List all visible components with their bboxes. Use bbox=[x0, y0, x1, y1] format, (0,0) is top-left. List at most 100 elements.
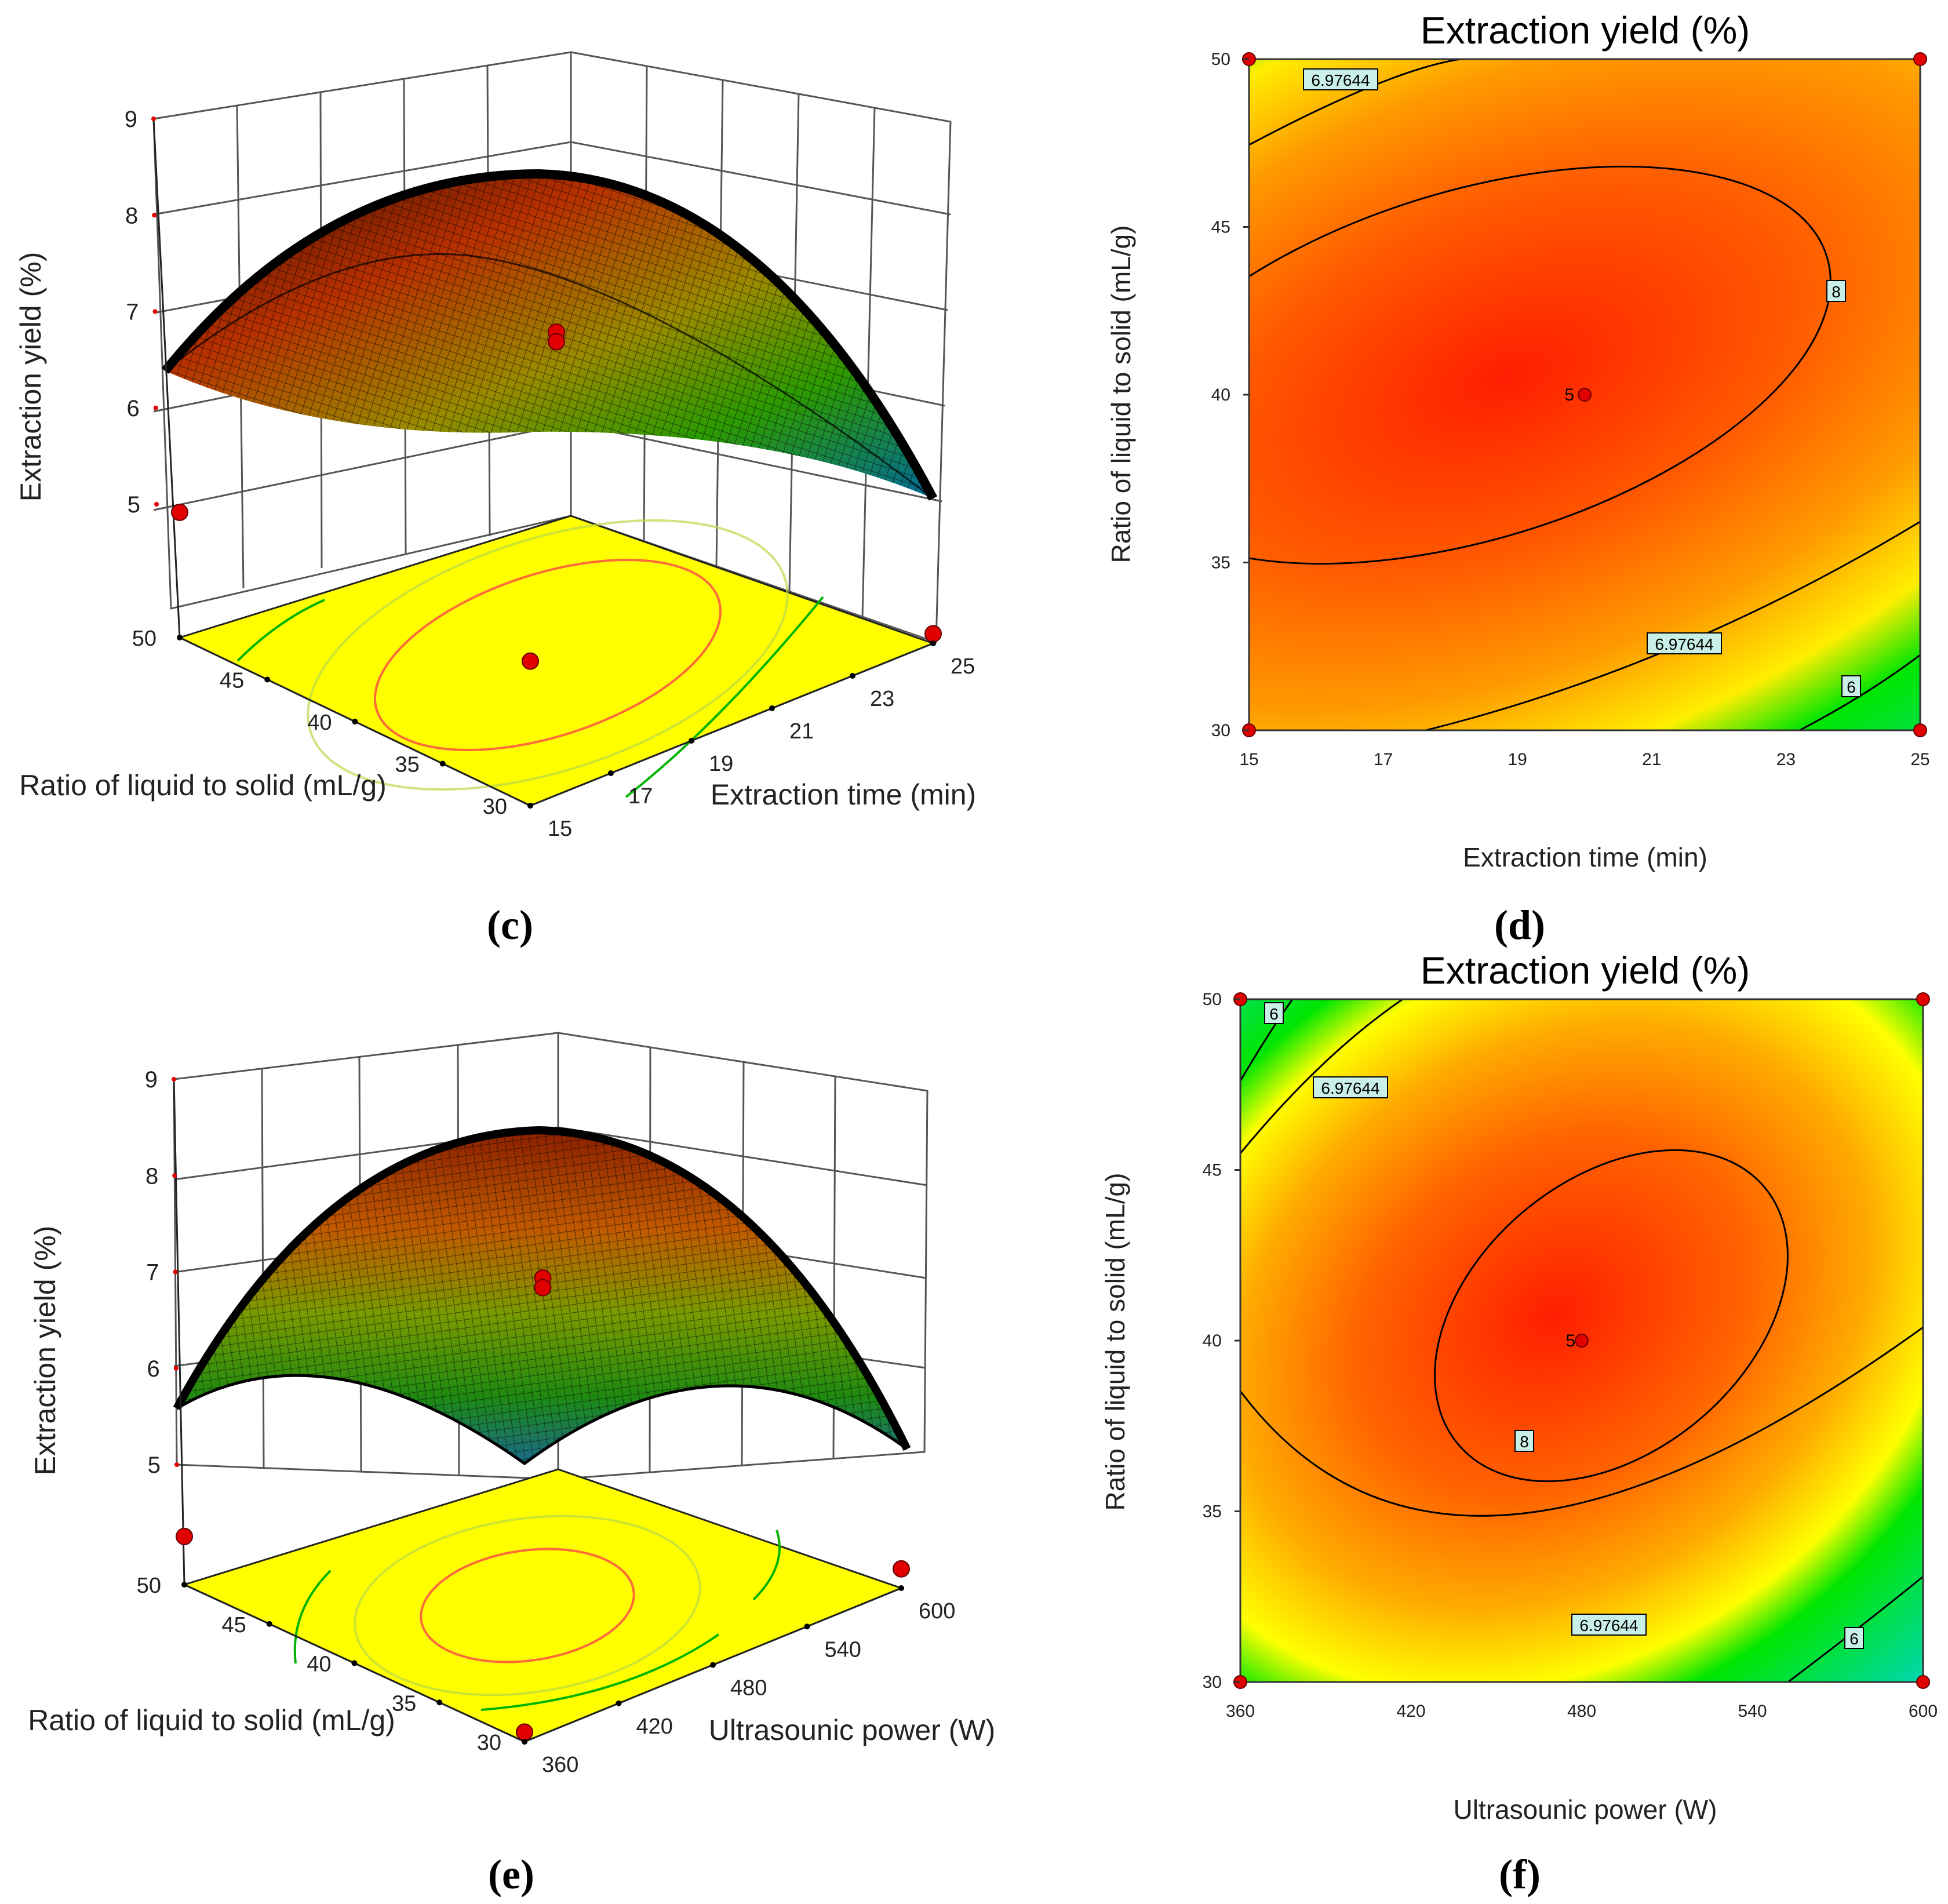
floor-contour-plane-e bbox=[181, 1468, 904, 1743]
x-tick-label: 360 bbox=[1226, 1702, 1255, 1721]
y-tick-label: 40 bbox=[1211, 385, 1230, 405]
y-tick-mark bbox=[181, 1582, 187, 1588]
x-tick-label: 17 bbox=[628, 784, 653, 809]
contour-label-d-1: 6.97644 bbox=[1311, 71, 1370, 89]
y-tick-mark bbox=[352, 719, 358, 725]
y-tick-label: 50 bbox=[137, 1574, 161, 1598]
y-tick-labels-e: 30 35 40 45 50 bbox=[137, 1574, 527, 1755]
z-tick-label: 5 bbox=[148, 1452, 161, 1478]
y-tick-label: 40 bbox=[307, 711, 332, 735]
panel-c: 5 6 7 8 9 30 35 40 45 50 15 17 19 21 23 25 Extraction… bbox=[14, 51, 976, 948]
z-axis-label-c: Extraction yield (%) bbox=[14, 252, 47, 502]
y-tick-label: 35 bbox=[392, 1691, 416, 1716]
x-tick-mark bbox=[898, 1585, 904, 1591]
floor-contour-lines bbox=[236, 519, 824, 798]
corner-point bbox=[1916, 992, 1930, 1006]
design-point bbox=[893, 1560, 910, 1578]
floor-contour-plane bbox=[177, 515, 936, 807]
z-tick-label: 6 bbox=[127, 396, 140, 421]
z-tick-label: 9 bbox=[125, 107, 137, 132]
x-tick-mark bbox=[689, 738, 694, 744]
z-tick-label: 6 bbox=[147, 1356, 160, 1382]
z-tick-mark bbox=[152, 213, 157, 218]
z-tick-labels-e: 5 6 7 8 9 bbox=[145, 1067, 179, 1478]
z-tick-mark bbox=[153, 405, 158, 410]
x-tick-label: 15 bbox=[1239, 750, 1258, 769]
x-tick-mark bbox=[850, 673, 855, 679]
design-point bbox=[924, 625, 942, 643]
y-tick-label: 40 bbox=[307, 1652, 331, 1677]
x-axis-label-e: Ultrasounic power (W) bbox=[709, 1714, 996, 1746]
corner-point bbox=[1916, 1675, 1930, 1689]
y-tick-label: 30 bbox=[483, 795, 507, 819]
y-tick-label: 35 bbox=[1203, 1502, 1222, 1521]
z-tick-label: 5 bbox=[128, 492, 140, 518]
contour-label-boxes-d bbox=[1303, 68, 1861, 697]
contour-label-d-3: 6.97644 bbox=[1655, 635, 1713, 653]
y-tick-label: 45 bbox=[221, 1613, 246, 1637]
x-tick-label: 21 bbox=[789, 719, 814, 744]
design-point bbox=[534, 1279, 552, 1297]
y-axis-label-d: Ratio of liquid to solid (mL/g) bbox=[1106, 225, 1136, 563]
y-tick-mark bbox=[351, 1660, 358, 1666]
x-tick-label: 420 bbox=[636, 1714, 673, 1739]
contour-lines-f bbox=[1240, 999, 1923, 1682]
y-tick-label: 50 bbox=[1203, 990, 1222, 1009]
z-tick-mark bbox=[173, 1366, 179, 1371]
y-tick-mark bbox=[264, 676, 271, 683]
x-tick-mark bbox=[522, 1739, 527, 1745]
contour-label-d-4: 6 bbox=[1847, 678, 1856, 696]
x-tick-label: 600 bbox=[919, 1599, 955, 1623]
design-point bbox=[171, 503, 188, 521]
panel-e: 5 6 7 8 9 30 35 40 45 50 360 420 480 540 600 Extract… bbox=[28, 1032, 996, 1898]
x-tick-label: 600 bbox=[1909, 1702, 1938, 1721]
y-tick-mark bbox=[439, 760, 446, 767]
design-point bbox=[522, 652, 539, 670]
y-tick-labels-d: 30 35 40 45 50 bbox=[1211, 50, 1249, 740]
x-axis-label-c: Extraction time (min) bbox=[711, 778, 976, 811]
x-tick-labels-d: 15 17 19 21 23 25 bbox=[1239, 750, 1929, 769]
y-tick-label: 35 bbox=[395, 753, 419, 777]
x-tick-mark bbox=[769, 705, 775, 711]
x-tick-label: 480 bbox=[1567, 1702, 1596, 1721]
y-tick-mark bbox=[266, 1621, 272, 1627]
y-tick-label: 30 bbox=[1211, 721, 1230, 740]
z-tick-label: 7 bbox=[126, 300, 139, 325]
y-tick-label: 35 bbox=[1211, 554, 1230, 573]
chart-title-f: Extraction yield (%) bbox=[1421, 949, 1750, 992]
z-tick-mark bbox=[174, 1462, 179, 1467]
points-f bbox=[1233, 992, 1930, 1689]
y-tick-mark bbox=[436, 1699, 443, 1706]
design-points-c bbox=[171, 323, 942, 670]
x-tick-mark bbox=[804, 1623, 810, 1630]
x-tick-mark bbox=[527, 803, 533, 809]
x-tick-label: 540 bbox=[1738, 1702, 1767, 1721]
contour-label-boxes-f bbox=[1264, 1002, 1864, 1649]
y-tick-label: 30 bbox=[1203, 1673, 1222, 1692]
corner-point bbox=[1913, 723, 1927, 737]
z-tick-mark bbox=[173, 1269, 178, 1275]
y-tick-label: 50 bbox=[1211, 50, 1230, 69]
y-axis-label-e: Ratio of liquid to solid (mL/g) bbox=[28, 1704, 395, 1736]
z-tick-label: 9 bbox=[145, 1067, 158, 1093]
x-tick-label: 25 bbox=[951, 654, 975, 679]
z-tick-mark bbox=[172, 1077, 176, 1082]
x-tick-label: 19 bbox=[1508, 750, 1527, 769]
z-tick-mark bbox=[154, 502, 159, 507]
z-tick-mark bbox=[172, 1173, 177, 1178]
design-point bbox=[516, 1723, 533, 1741]
z-tick-mark bbox=[151, 117, 156, 121]
y-axis-label-c: Ratio of liquid to solid (mL/g) bbox=[19, 769, 387, 802]
z-tick-label: 7 bbox=[146, 1260, 159, 1286]
points-d bbox=[1242, 52, 1927, 737]
x-tick-label: 17 bbox=[1374, 750, 1393, 769]
design-point bbox=[176, 1527, 193, 1545]
contour-label-f-1: 6 bbox=[1269, 1005, 1279, 1023]
response-surface-e bbox=[173, 1126, 911, 1466]
x-tick-labels-e: 360 420 480 540 600 bbox=[522, 1585, 955, 1777]
x-tick-mark bbox=[616, 1700, 622, 1706]
design-points-e bbox=[176, 1269, 910, 1741]
panel-label-e: (e) bbox=[488, 1851, 534, 1898]
panel-f: Extraction yield (%) 6 6.97644 8 6.97644… bbox=[1100, 949, 1938, 1898]
